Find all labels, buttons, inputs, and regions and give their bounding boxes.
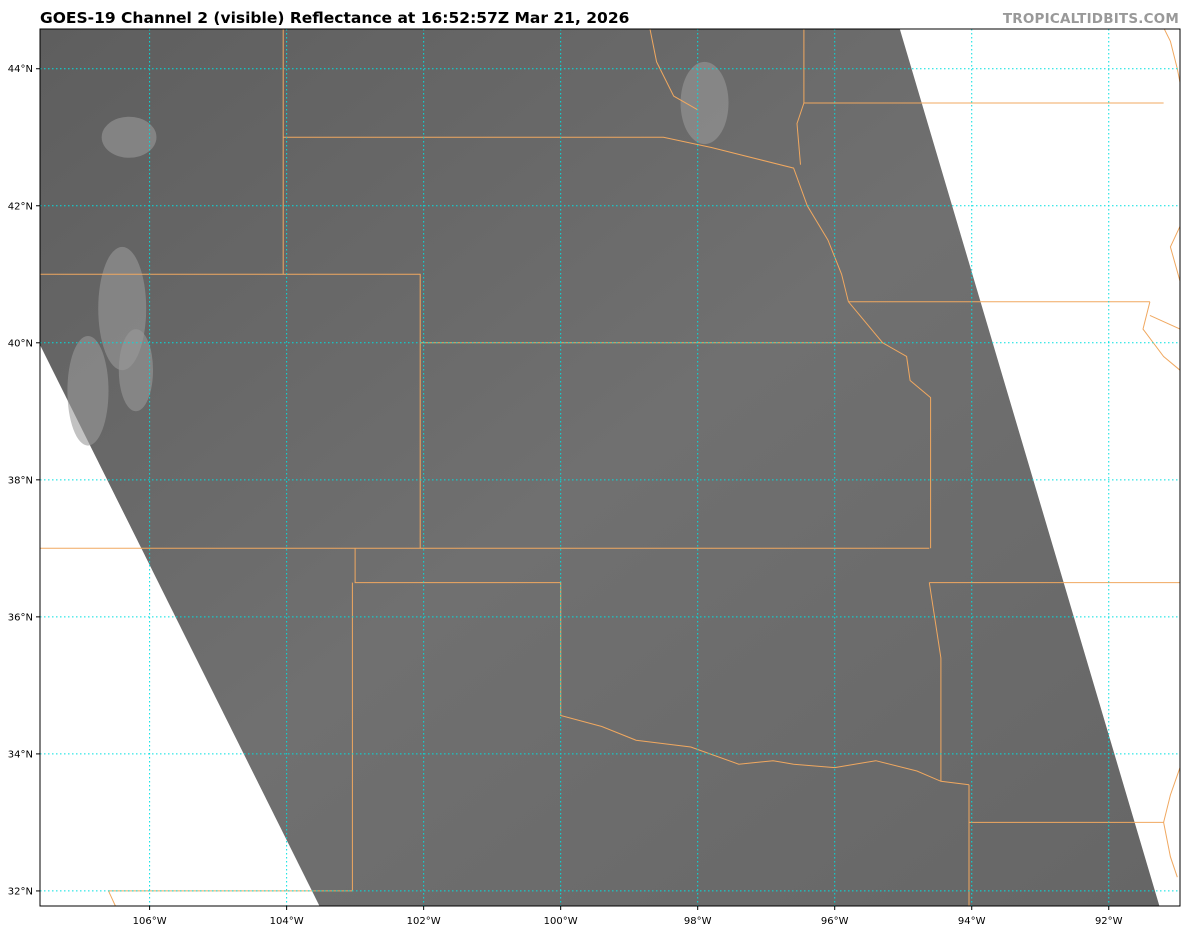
border-line <box>928 582 942 782</box>
map-title: GOES-19 Channel 2 (visible) Reflectance … <box>40 9 630 27</box>
border-line <box>1142 301 1180 371</box>
lat-tick-label: 38°N <box>8 475 33 486</box>
lat-tick-label: 44°N <box>8 64 33 75</box>
bright-region <box>67 335 109 446</box>
bright-region <box>101 116 157 158</box>
lon-tick-label: 106°W <box>133 916 167 927</box>
border-line <box>1163 29 1180 83</box>
border-line <box>1149 314 1180 330</box>
lon-tick-label: 92°W <box>1095 916 1123 927</box>
watermark-logo: TROPICALTIDBITS.COM <box>1002 11 1179 27</box>
imagery-swath <box>40 29 1160 906</box>
bright-region <box>680 61 729 145</box>
lon-tick-label: 94°W <box>958 916 986 927</box>
lon-tick-label: 100°W <box>544 916 578 927</box>
border-line <box>649 29 698 111</box>
border-line <box>40 273 421 549</box>
border-line <box>283 136 884 344</box>
border-line <box>107 582 353 906</box>
lon-tick-label: 98°W <box>684 916 712 927</box>
lat-tick-label: 34°N <box>8 749 33 760</box>
lat-tick-label: 40°N <box>8 338 33 349</box>
border-line <box>354 548 970 786</box>
border-line <box>1169 226 1180 282</box>
map-frame <box>39 28 1181 907</box>
lat-tick-label: 32°N <box>8 886 33 897</box>
snow-mountains <box>67 61 729 446</box>
bright-region <box>118 329 154 412</box>
state-borders <box>40 29 1180 906</box>
border-line <box>420 342 932 549</box>
border-line <box>1163 767 1180 878</box>
lat-tick-label: 36°N <box>8 612 33 623</box>
lon-tick-label: 102°W <box>407 916 441 927</box>
lon-tick-label: 96°W <box>821 916 849 927</box>
lon-tick-label: 104°W <box>270 916 304 927</box>
border-line <box>796 102 805 165</box>
lat-tick-label: 42°N <box>8 201 33 212</box>
